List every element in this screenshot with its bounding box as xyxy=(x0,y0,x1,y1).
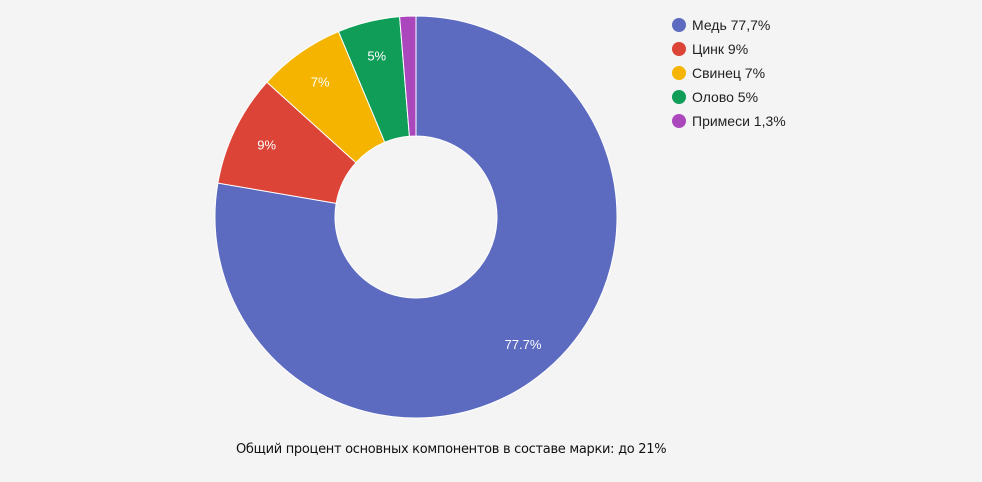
legend-item-copper[interactable]: Медь 77,7% xyxy=(672,13,786,37)
chart-caption: Общий процент основных компонентов в сос… xyxy=(236,442,667,457)
legend-label: Медь 77,7% xyxy=(692,17,771,33)
legend-item-tin[interactable]: Олово 5% xyxy=(672,85,786,109)
legend-item-zinc[interactable]: Цинк 9% xyxy=(672,37,786,61)
legend-dot-icon xyxy=(672,66,686,80)
data-label: 77.7% xyxy=(505,337,542,352)
legend-label: Олово 5% xyxy=(692,89,759,105)
legend-dot-icon xyxy=(672,18,686,32)
legend-dot-icon xyxy=(672,42,686,56)
legend-item-lead[interactable]: Свинец 7% xyxy=(672,61,786,85)
legend: Медь 77,7% Цинк 9% Свинец 7% Олово 5% Пр… xyxy=(672,13,786,133)
data-label: 9% xyxy=(257,137,276,152)
legend-label: Примеси 1,3% xyxy=(692,113,786,129)
legend-label: Свинец 7% xyxy=(692,65,766,81)
legend-item-impurities[interactable]: Примеси 1,3% xyxy=(672,109,786,133)
legend-dot-icon xyxy=(672,114,686,128)
legend-dot-icon xyxy=(672,90,686,104)
legend-label: Цинк 9% xyxy=(692,41,749,57)
data-label: 5% xyxy=(367,49,386,64)
slice-Примеси[interactable] xyxy=(399,15,417,137)
slice-Медь[interactable] xyxy=(214,15,618,419)
data-label: 7% xyxy=(311,74,330,89)
